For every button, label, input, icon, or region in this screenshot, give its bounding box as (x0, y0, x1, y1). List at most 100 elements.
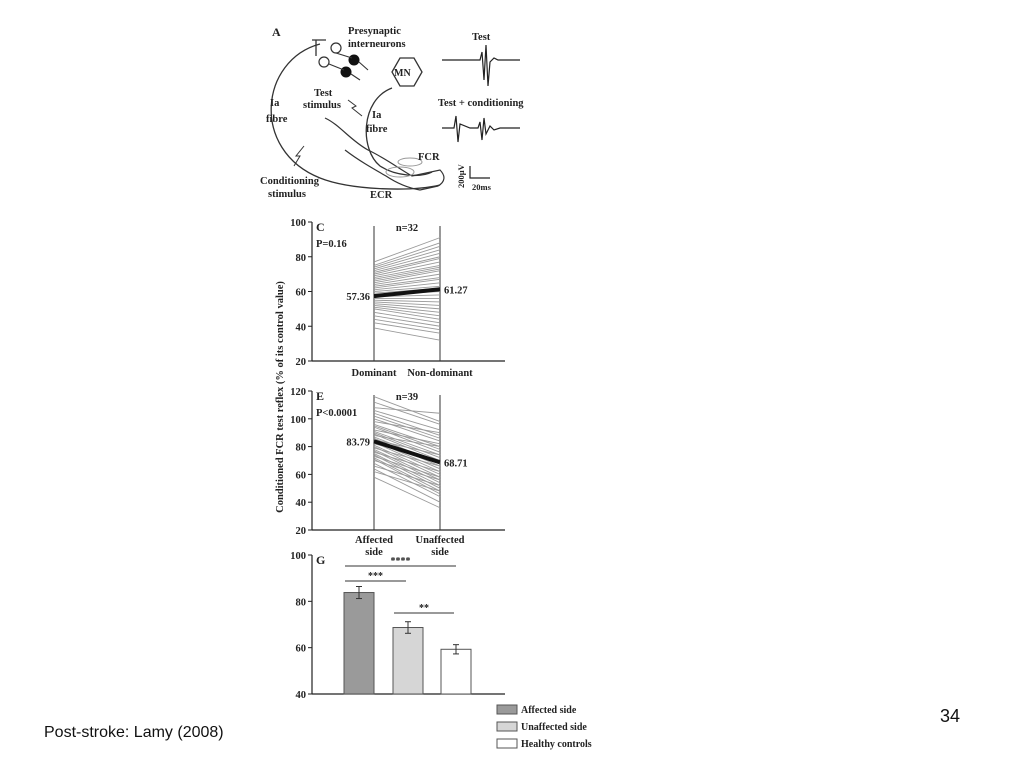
individual-line (373, 439, 441, 456)
individual-line (373, 432, 441, 459)
y-tick-label: 120 (290, 387, 306, 398)
individual-line (373, 410, 441, 431)
mean-label-right: 68.71 (444, 458, 468, 469)
y-tick-label: 40 (296, 322, 307, 333)
legend-swatch (496, 738, 518, 749)
individual-line (373, 285, 441, 292)
mean-line (373, 287, 441, 299)
individual-line (373, 455, 441, 478)
p-value-label: P<0.0001 (316, 408, 357, 419)
individual-line (373, 322, 441, 334)
shared-y-axis-label: Conditioned FCR test reflex (% of its co… (275, 281, 286, 513)
panel-a-schematic: A Presynaptic interneurons MN Test stimu… (260, 25, 524, 201)
mean-label-left: 83.79 (346, 437, 370, 448)
individual-line (373, 277, 441, 287)
individual-line (373, 258, 441, 275)
individual-line (373, 453, 441, 486)
y-tick-label: 40 (296, 498, 307, 509)
panel-letter: C (316, 220, 325, 234)
panel-a-letter: A (272, 25, 281, 39)
legend-label: Unaffected side (521, 722, 587, 733)
arm-outline (324, 117, 445, 191)
synapse-terminal-left (312, 39, 326, 56)
y-tick-label: 60 (296, 470, 307, 481)
individual-line (373, 304, 441, 313)
ia-fibre-arc-left (270, 43, 441, 190)
individual-line (373, 451, 441, 473)
individual-line (373, 303, 441, 310)
panel-c-chart: 20 40 60 80 100 57.36 61.27 C n=32 P=0.16 Dominant… (290, 218, 505, 379)
muscle-ecr-shape (385, 166, 415, 178)
bar (440, 648, 472, 695)
individual-line (373, 418, 441, 442)
p-value-label: P=0.16 (316, 239, 347, 250)
x-category-label: Unaffected (416, 535, 465, 546)
individual-line (373, 429, 441, 445)
significance-label: *** (368, 571, 383, 582)
conditioning-line2: stimulus (268, 189, 306, 200)
x-category-label: Non-dominant (407, 368, 473, 379)
n-label: n=39 (396, 392, 418, 403)
y-tick-label: 80 (296, 597, 307, 608)
individual-line (373, 252, 441, 272)
individual-line (373, 448, 441, 481)
individual-line (373, 237, 441, 263)
x-category-label: Dominant (352, 368, 397, 379)
interneuron-open-1 (330, 42, 342, 54)
ia-fibre-left-line2: fibre (266, 114, 288, 125)
mean-line (373, 439, 441, 465)
fcr-label: FCR (418, 152, 440, 163)
x-category-label: Affected (355, 535, 393, 546)
individual-line (373, 430, 441, 456)
y-tick-label: 80 (296, 443, 307, 454)
individual-line (373, 412, 441, 436)
y-tick-label: 20 (296, 357, 307, 368)
individual-line (373, 447, 441, 467)
individual-line (373, 476, 441, 509)
interneuron-open-2 (318, 56, 330, 68)
individual-line (373, 264, 441, 279)
scale-bar (469, 166, 490, 179)
ia-fibre-mid-line1: Ia (372, 110, 382, 121)
y-tick-label: 100 (290, 551, 306, 562)
y-tick-label: 100 (290, 218, 306, 229)
individual-line (373, 268, 441, 282)
individual-line (373, 249, 441, 270)
individual-line (373, 421, 441, 434)
bar (392, 627, 424, 695)
individual-line (373, 282, 441, 291)
page-number: 34 (940, 706, 961, 726)
interneuron-filled-2 (340, 66, 352, 78)
conditioning-bolt-icon (293, 145, 305, 167)
trace-test (442, 44, 520, 87)
individual-line (373, 256, 441, 273)
legend-swatch (496, 704, 518, 715)
interneuron-filled-1 (348, 54, 360, 66)
x-category-label: side (431, 547, 449, 558)
individual-line (373, 401, 441, 425)
individual-line (373, 306, 441, 317)
mean-label-left: 57.36 (346, 292, 370, 303)
slide-caption: Post-stroke: Lamy (2008) (44, 724, 224, 741)
individual-line (373, 245, 441, 268)
trace-test-conditioning (442, 115, 520, 143)
individual-line (373, 301, 441, 306)
scale-time-label: 20ms (472, 182, 492, 192)
y-tick-label: 20 (296, 526, 307, 537)
legend-label: Affected side (521, 705, 577, 716)
test-stimulus-line1: Test (314, 88, 333, 99)
scale-voltage-label: 200µV (456, 163, 466, 188)
individual-line (373, 465, 441, 486)
interneuron-connections (328, 52, 369, 81)
individual-line (373, 273, 441, 285)
individual-line (373, 261, 441, 277)
test-stimulus-bolt-icon (347, 99, 363, 117)
trace-test-cond-label: Test + conditioning (438, 98, 524, 109)
panel-letter: E (316, 389, 324, 403)
individual-line (373, 425, 441, 450)
y-tick-label: 60 (296, 644, 307, 655)
individual-line (373, 318, 441, 331)
presynaptic-label-line1: Presynaptic (348, 26, 401, 37)
